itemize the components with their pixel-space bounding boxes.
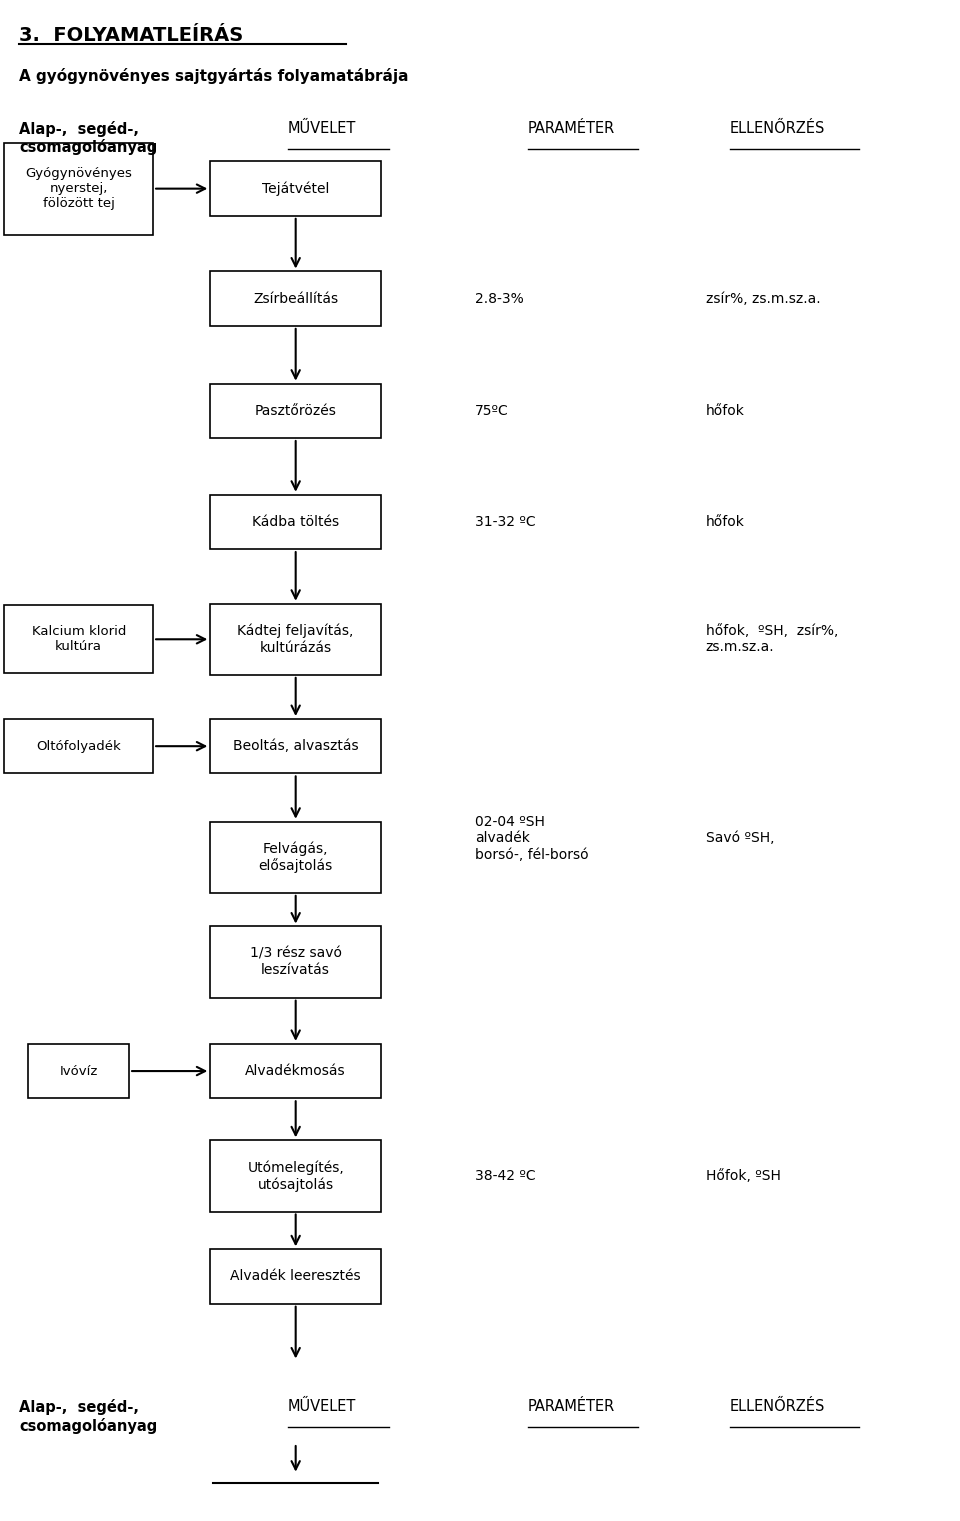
Text: Alap-,  segéd-,
csomagolóanyag: Alap-, segéd-, csomagolóanyag <box>19 1399 157 1434</box>
Text: hőfok: hőfok <box>706 516 744 529</box>
Text: ELLENŐRZÉS: ELLENŐRZÉS <box>730 1399 825 1415</box>
Text: Oltófolyadék: Oltófolyadék <box>36 739 121 753</box>
Text: 38-42 ºC: 38-42 ºC <box>475 1168 536 1183</box>
Text: Alvadékmosás: Alvadékmosás <box>246 1065 346 1078</box>
Text: 1/3 rész savó
leszívatás: 1/3 rész savó leszívatás <box>250 948 342 976</box>
Text: hőfok: hőfok <box>706 403 744 418</box>
FancyBboxPatch shape <box>210 161 381 216</box>
Text: hőfok,  ºSH,  zsír%,
zs.m.sz.a.: hőfok, ºSH, zsír%, zs.m.sz.a. <box>706 624 838 654</box>
FancyBboxPatch shape <box>5 143 154 234</box>
Text: ELLENŐRZÉS: ELLENŐRZÉS <box>730 120 825 135</box>
FancyBboxPatch shape <box>210 604 381 675</box>
FancyBboxPatch shape <box>210 1043 381 1098</box>
Text: MŰVELET: MŰVELET <box>288 120 356 135</box>
Text: Savó ºSH,: Savó ºSH, <box>706 832 774 846</box>
FancyBboxPatch shape <box>29 1043 129 1098</box>
FancyBboxPatch shape <box>210 271 381 325</box>
Text: 31-32 ºC: 31-32 ºC <box>475 516 536 529</box>
Text: A gyógynövényes sajtgyártás folyamatábrája: A gyógynövényes sajtgyártás folyamatábrá… <box>19 68 409 84</box>
FancyBboxPatch shape <box>210 821 381 893</box>
Text: Zsírbeállítás: Zsírbeállítás <box>253 292 338 306</box>
FancyBboxPatch shape <box>210 1141 381 1212</box>
Text: Beoltás, alvasztás: Beoltás, alvasztás <box>233 739 358 753</box>
Text: MŰVELET: MŰVELET <box>288 1399 356 1415</box>
Text: Kádba töltés: Kádba töltés <box>252 516 339 529</box>
Text: PARAMÉTER: PARAMÉTER <box>528 120 615 135</box>
FancyBboxPatch shape <box>210 494 381 549</box>
Text: Pasztőrözés: Pasztőrözés <box>254 403 337 418</box>
Text: PARAMÉTER: PARAMÉTER <box>528 1399 615 1415</box>
Text: Hőfok, ºSH: Hőfok, ºSH <box>706 1168 780 1183</box>
Text: Alap-,  segéd-,
csomagolóanyag: Alap-, segéd-, csomagolóanyag <box>19 120 157 155</box>
Text: Felvágás,
elősajtolás: Felvágás, elősajtolás <box>258 841 333 873</box>
FancyBboxPatch shape <box>5 605 154 674</box>
FancyBboxPatch shape <box>210 1249 381 1303</box>
FancyBboxPatch shape <box>210 383 381 438</box>
Text: Gyógynövényes
nyerstej,
fölözött tej: Gyógynövényes nyerstej, fölözött tej <box>25 167 132 210</box>
Text: 2.8-3%: 2.8-3% <box>475 292 524 306</box>
FancyBboxPatch shape <box>5 719 154 774</box>
Text: 3.  FOLYAMATLEÍRÁS: 3. FOLYAMATLEÍRÁS <box>19 26 244 46</box>
Text: zsír%, zs.m.sz.a.: zsír%, zs.m.sz.a. <box>706 292 820 306</box>
Text: Kádtej feljavítás,
kultúrázás: Kádtej feljavítás, kultúrázás <box>237 624 354 654</box>
Text: Utómelegítés,
utósajtolás: Utómelegítés, utósajtolás <box>248 1161 344 1191</box>
Text: 02-04 ºSH
alvadék
borsó-, fél-borsó: 02-04 ºSH alvadék borsó-, fél-borsó <box>475 815 588 861</box>
Text: Tejátvétel: Tejátvétel <box>262 181 329 196</box>
Text: Alvadék leeresztés: Alvadék leeresztés <box>230 1270 361 1284</box>
Text: Kalcium klorid
kultúra: Kalcium klorid kultúra <box>32 625 126 654</box>
FancyBboxPatch shape <box>210 926 381 998</box>
Text: Ivóvíz: Ivóvíz <box>60 1065 98 1077</box>
Text: 75ºC: 75ºC <box>475 403 509 418</box>
FancyBboxPatch shape <box>210 719 381 774</box>
